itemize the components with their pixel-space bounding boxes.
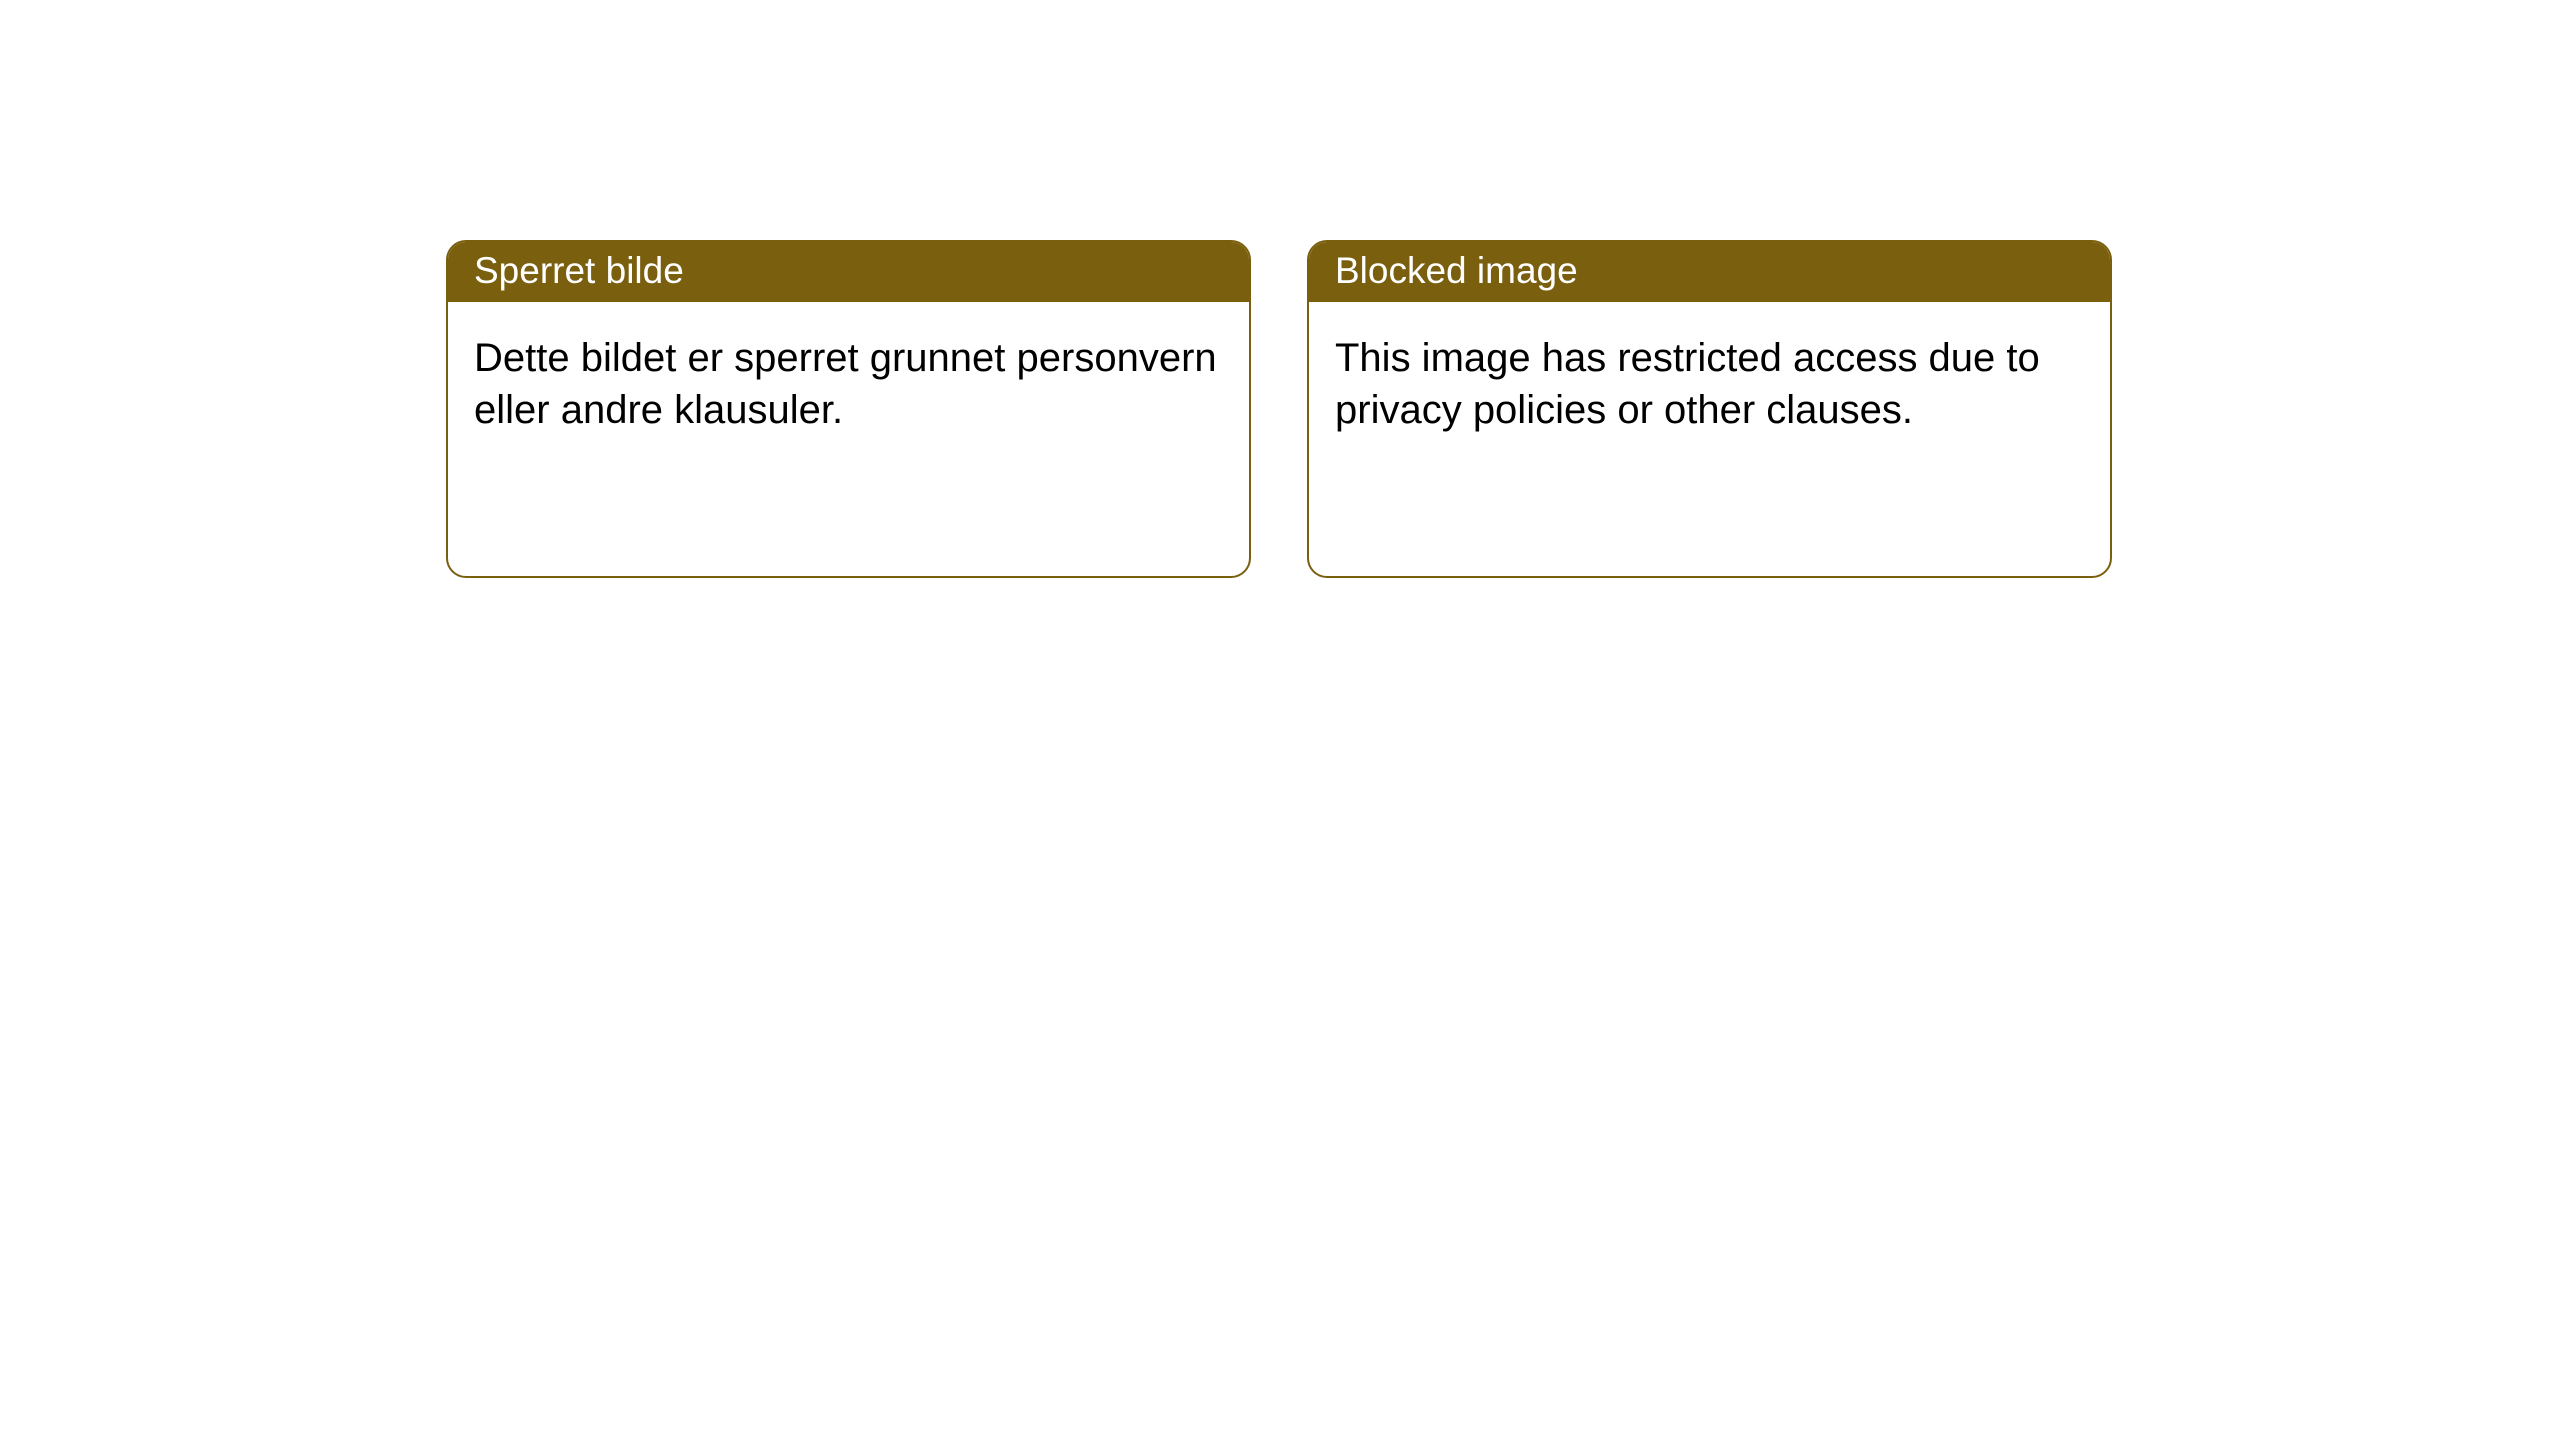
card-title: Blocked image bbox=[1335, 250, 1578, 291]
card-body-text: Dette bildet er sperret grunnet personve… bbox=[474, 336, 1217, 432]
card-header: Sperret bilde bbox=[448, 242, 1249, 302]
card-title: Sperret bilde bbox=[474, 250, 684, 291]
card-body: This image has restricted access due to … bbox=[1309, 302, 2110, 466]
blocked-image-card-norwegian: Sperret bilde Dette bildet er sperret gr… bbox=[446, 240, 1251, 578]
card-header: Blocked image bbox=[1309, 242, 2110, 302]
card-container: Sperret bilde Dette bildet er sperret gr… bbox=[0, 0, 2560, 578]
blocked-image-card-english: Blocked image This image has restricted … bbox=[1307, 240, 2112, 578]
card-body-text: This image has restricted access due to … bbox=[1335, 336, 2040, 432]
card-body: Dette bildet er sperret grunnet personve… bbox=[448, 302, 1249, 466]
